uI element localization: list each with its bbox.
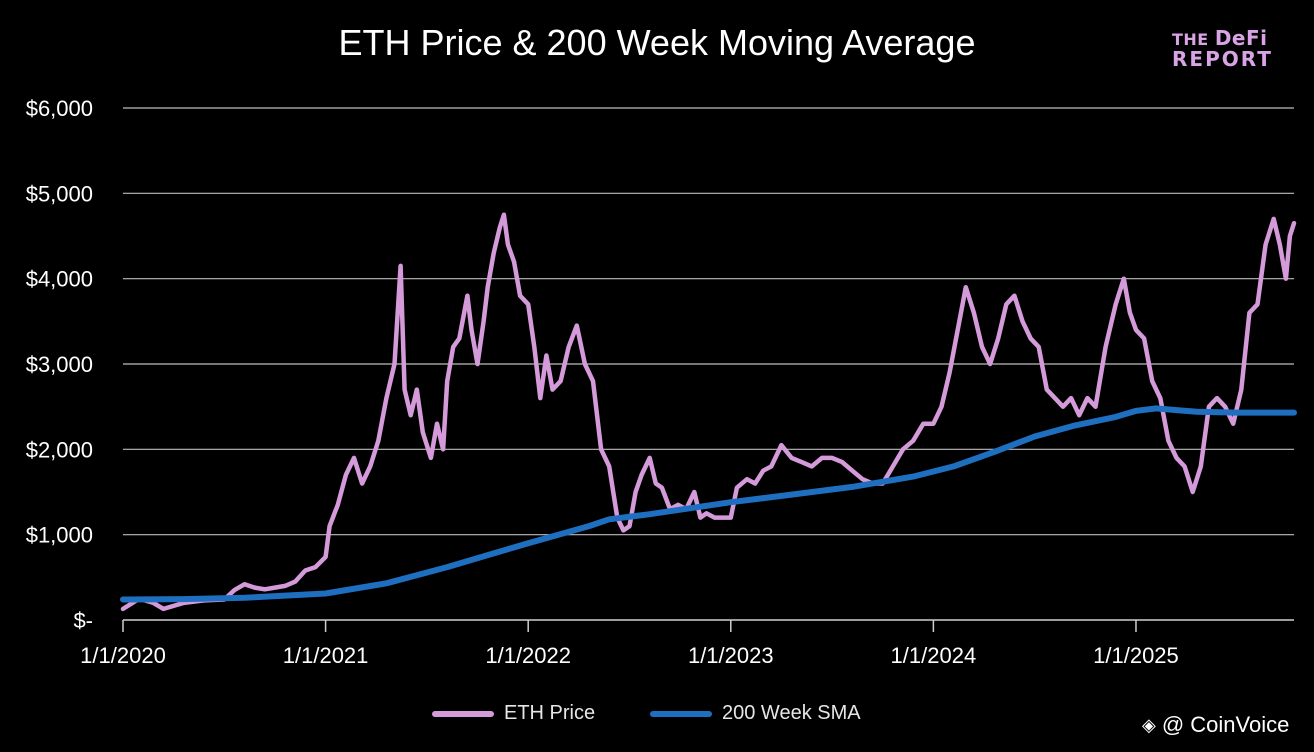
series-line-eth-price bbox=[120, 212, 1297, 612]
x-tick-label: 1/1/2023 bbox=[688, 643, 774, 668]
legend-swatch-eth-price bbox=[432, 710, 494, 717]
x-tick-label: 1/1/2021 bbox=[283, 643, 369, 668]
legend-swatch-sma bbox=[650, 710, 712, 717]
y-tick-label: $5,000 bbox=[26, 181, 93, 206]
x-tick-label: 1/1/2025 bbox=[1093, 643, 1179, 668]
logo-the: THE bbox=[1172, 30, 1209, 49]
x-tick-label: 1/1/2020 bbox=[80, 643, 166, 668]
series-layer bbox=[120, 212, 1297, 612]
defi-report-logo: THE DeFi REPORT bbox=[1172, 28, 1282, 69]
binance-icon: ◈ bbox=[1142, 714, 1156, 735]
legend-label-sma: 200 Week SMA bbox=[722, 702, 861, 724]
chart-title: ETH Price & 200 Week Moving Average bbox=[338, 22, 976, 63]
y-tick-label: $2,000 bbox=[26, 437, 93, 462]
legend-item-sma: 200 Week SMA bbox=[650, 702, 861, 725]
axis-layer: $- $1,000 $2,000 $3,000 $4,000 $5,000 $6,000 1/… bbox=[26, 96, 1294, 668]
series-line-200-week-sma bbox=[120, 405, 1297, 603]
logo-defi: DeFi bbox=[1214, 26, 1268, 50]
coinvoice-watermark: ◈ @ CoinVoice bbox=[1142, 712, 1289, 738]
y-tick-label: $- bbox=[73, 608, 93, 633]
y-tick-label: $1,000 bbox=[26, 523, 93, 548]
legend-label-eth-price: ETH Price bbox=[504, 702, 596, 724]
watermark-text: @ CoinVoice bbox=[1161, 712, 1290, 737]
x-tick-label: 1/1/2024 bbox=[891, 643, 977, 668]
logo-report: REPORT bbox=[1172, 47, 1273, 71]
y-tick-label: $3,000 bbox=[26, 352, 93, 377]
legend-item-eth-price: ETH Price bbox=[432, 702, 595, 725]
y-tick-label: $4,000 bbox=[26, 267, 93, 292]
grid-layer bbox=[123, 107, 1294, 536]
x-tick-label: 1/1/2022 bbox=[485, 643, 571, 668]
y-tick-label: $6,000 bbox=[26, 96, 93, 121]
